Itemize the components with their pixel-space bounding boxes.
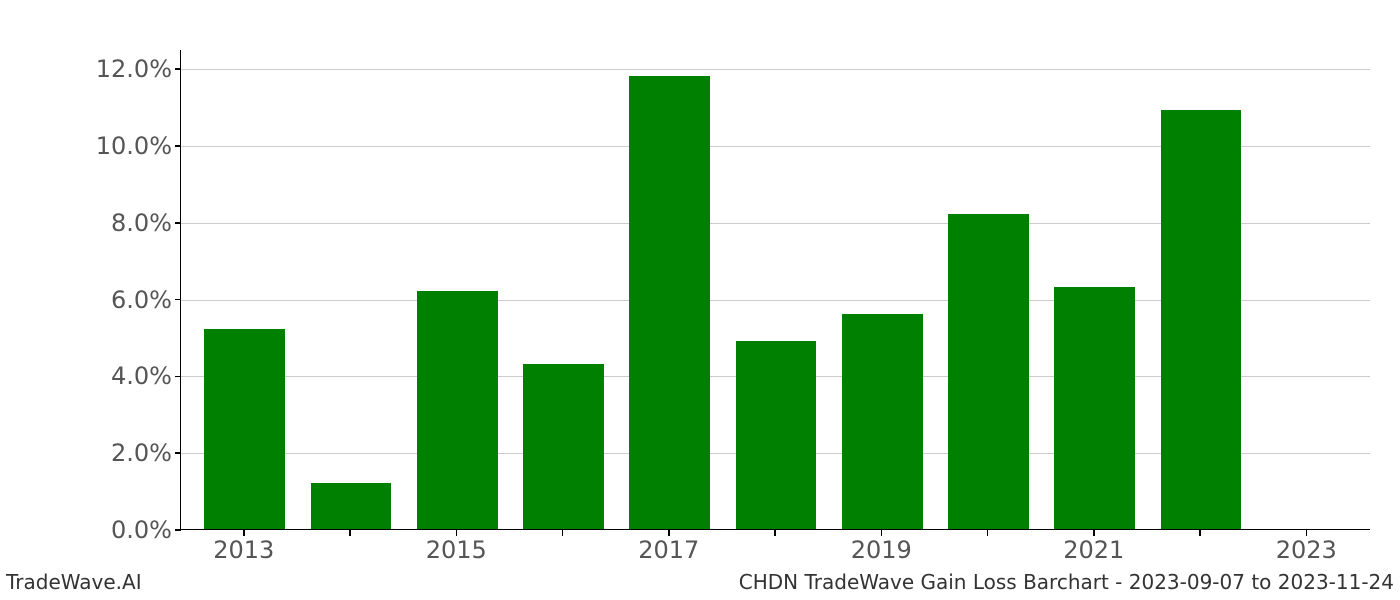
y-tick-mark	[175, 452, 181, 454]
x-tick-label: 2013	[213, 536, 274, 564]
plot-area	[180, 50, 1370, 530]
x-tick-label: 2017	[638, 536, 699, 564]
footer-right: CHDN TradeWave Gain Loss Barchart - 2023…	[739, 570, 1394, 594]
y-tick-label: 4.0%	[52, 362, 172, 390]
x-tick-mark	[562, 530, 564, 536]
y-tick-label: 0.0%	[52, 516, 172, 544]
footer-left: TradeWave.AI	[6, 570, 142, 594]
x-tick-label: 2021	[1063, 536, 1124, 564]
bar-2018	[736, 341, 817, 529]
y-tick-label: 8.0%	[52, 209, 172, 237]
y-tick-mark	[175, 145, 181, 147]
y-tick-label: 6.0%	[52, 286, 172, 314]
bar-2013	[204, 329, 285, 529]
bar-2014	[311, 483, 392, 529]
x-tick-mark	[1199, 530, 1201, 536]
y-tick-mark	[175, 529, 181, 531]
bar-2022	[1161, 110, 1242, 529]
x-tick-mark	[987, 530, 989, 536]
bar-2017	[629, 76, 710, 529]
y-tick-mark	[175, 376, 181, 378]
x-tick-label: 2015	[426, 536, 487, 564]
x-tick-label: 2019	[851, 536, 912, 564]
y-tick-mark	[175, 68, 181, 70]
x-tick-mark	[774, 530, 776, 536]
x-tick-mark	[349, 530, 351, 536]
y-tick-label: 2.0%	[52, 439, 172, 467]
gridline	[181, 69, 1370, 70]
y-tick-label: 12.0%	[52, 55, 172, 83]
bar-2019	[842, 314, 923, 529]
y-tick-label: 10.0%	[52, 132, 172, 160]
y-tick-mark	[175, 299, 181, 301]
chart-container: 0.0% 2.0% 4.0% 6.0% 8.0% 10.0% 12.0% 2013 2015 2…	[0, 0, 1400, 600]
bar-2015	[417, 291, 498, 529]
x-tick-label: 2023	[1276, 536, 1337, 564]
bar-2020	[948, 214, 1029, 529]
bar-2016	[523, 364, 604, 529]
y-tick-mark	[175, 222, 181, 224]
bar-2021	[1054, 287, 1135, 529]
